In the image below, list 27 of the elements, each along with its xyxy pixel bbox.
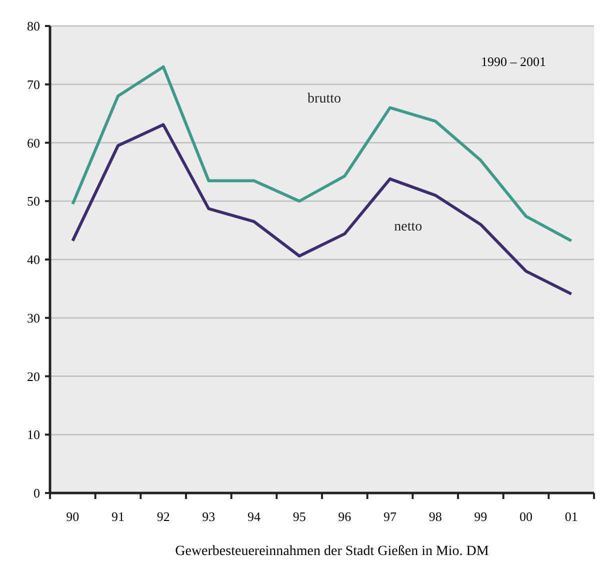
x-tick-label: 98 [428, 509, 442, 524]
y-tick-label: 20 [27, 368, 40, 384]
y-tick-label: 30 [27, 310, 40, 326]
x-tick-label: 91 [112, 509, 124, 524]
x-tick-label: 97 [384, 509, 397, 524]
y-tick-label: 10 [27, 427, 40, 442]
y-tick-label: 50 [27, 194, 40, 209]
text: brutto [308, 91, 341, 106]
line-series [71, 123, 573, 296]
y-tick-label: 0 [34, 486, 40, 501]
line-series [71, 65, 573, 242]
y-tick-label: 70 [27, 76, 40, 92]
x-tick-label: 99 [474, 509, 488, 524]
x-tick-label: 92 [156, 509, 170, 524]
y-tick-label: 80 [27, 18, 40, 34]
y-tick-label: 40 [27, 252, 40, 268]
annotation: 1990 – 2001 [481, 54, 546, 69]
x-axis-title: Gewerbesteuereinnahmen der Stadt Gießen in Mio. DM [175, 544, 490, 559]
x-tick-label: 00 [520, 509, 532, 524]
x-tick-label: 93 [202, 509, 216, 524]
series-label: netto [394, 219, 422, 234]
x-tick-label: 96 [338, 509, 352, 524]
x-tick-label: 90 [66, 509, 80, 524]
x-tick-label: 95 [292, 509, 306, 524]
x-tick-label: 94 [248, 509, 261, 524]
y-tick-label: 60 [27, 135, 40, 150]
x-tick-label: 01 [564, 509, 578, 524]
